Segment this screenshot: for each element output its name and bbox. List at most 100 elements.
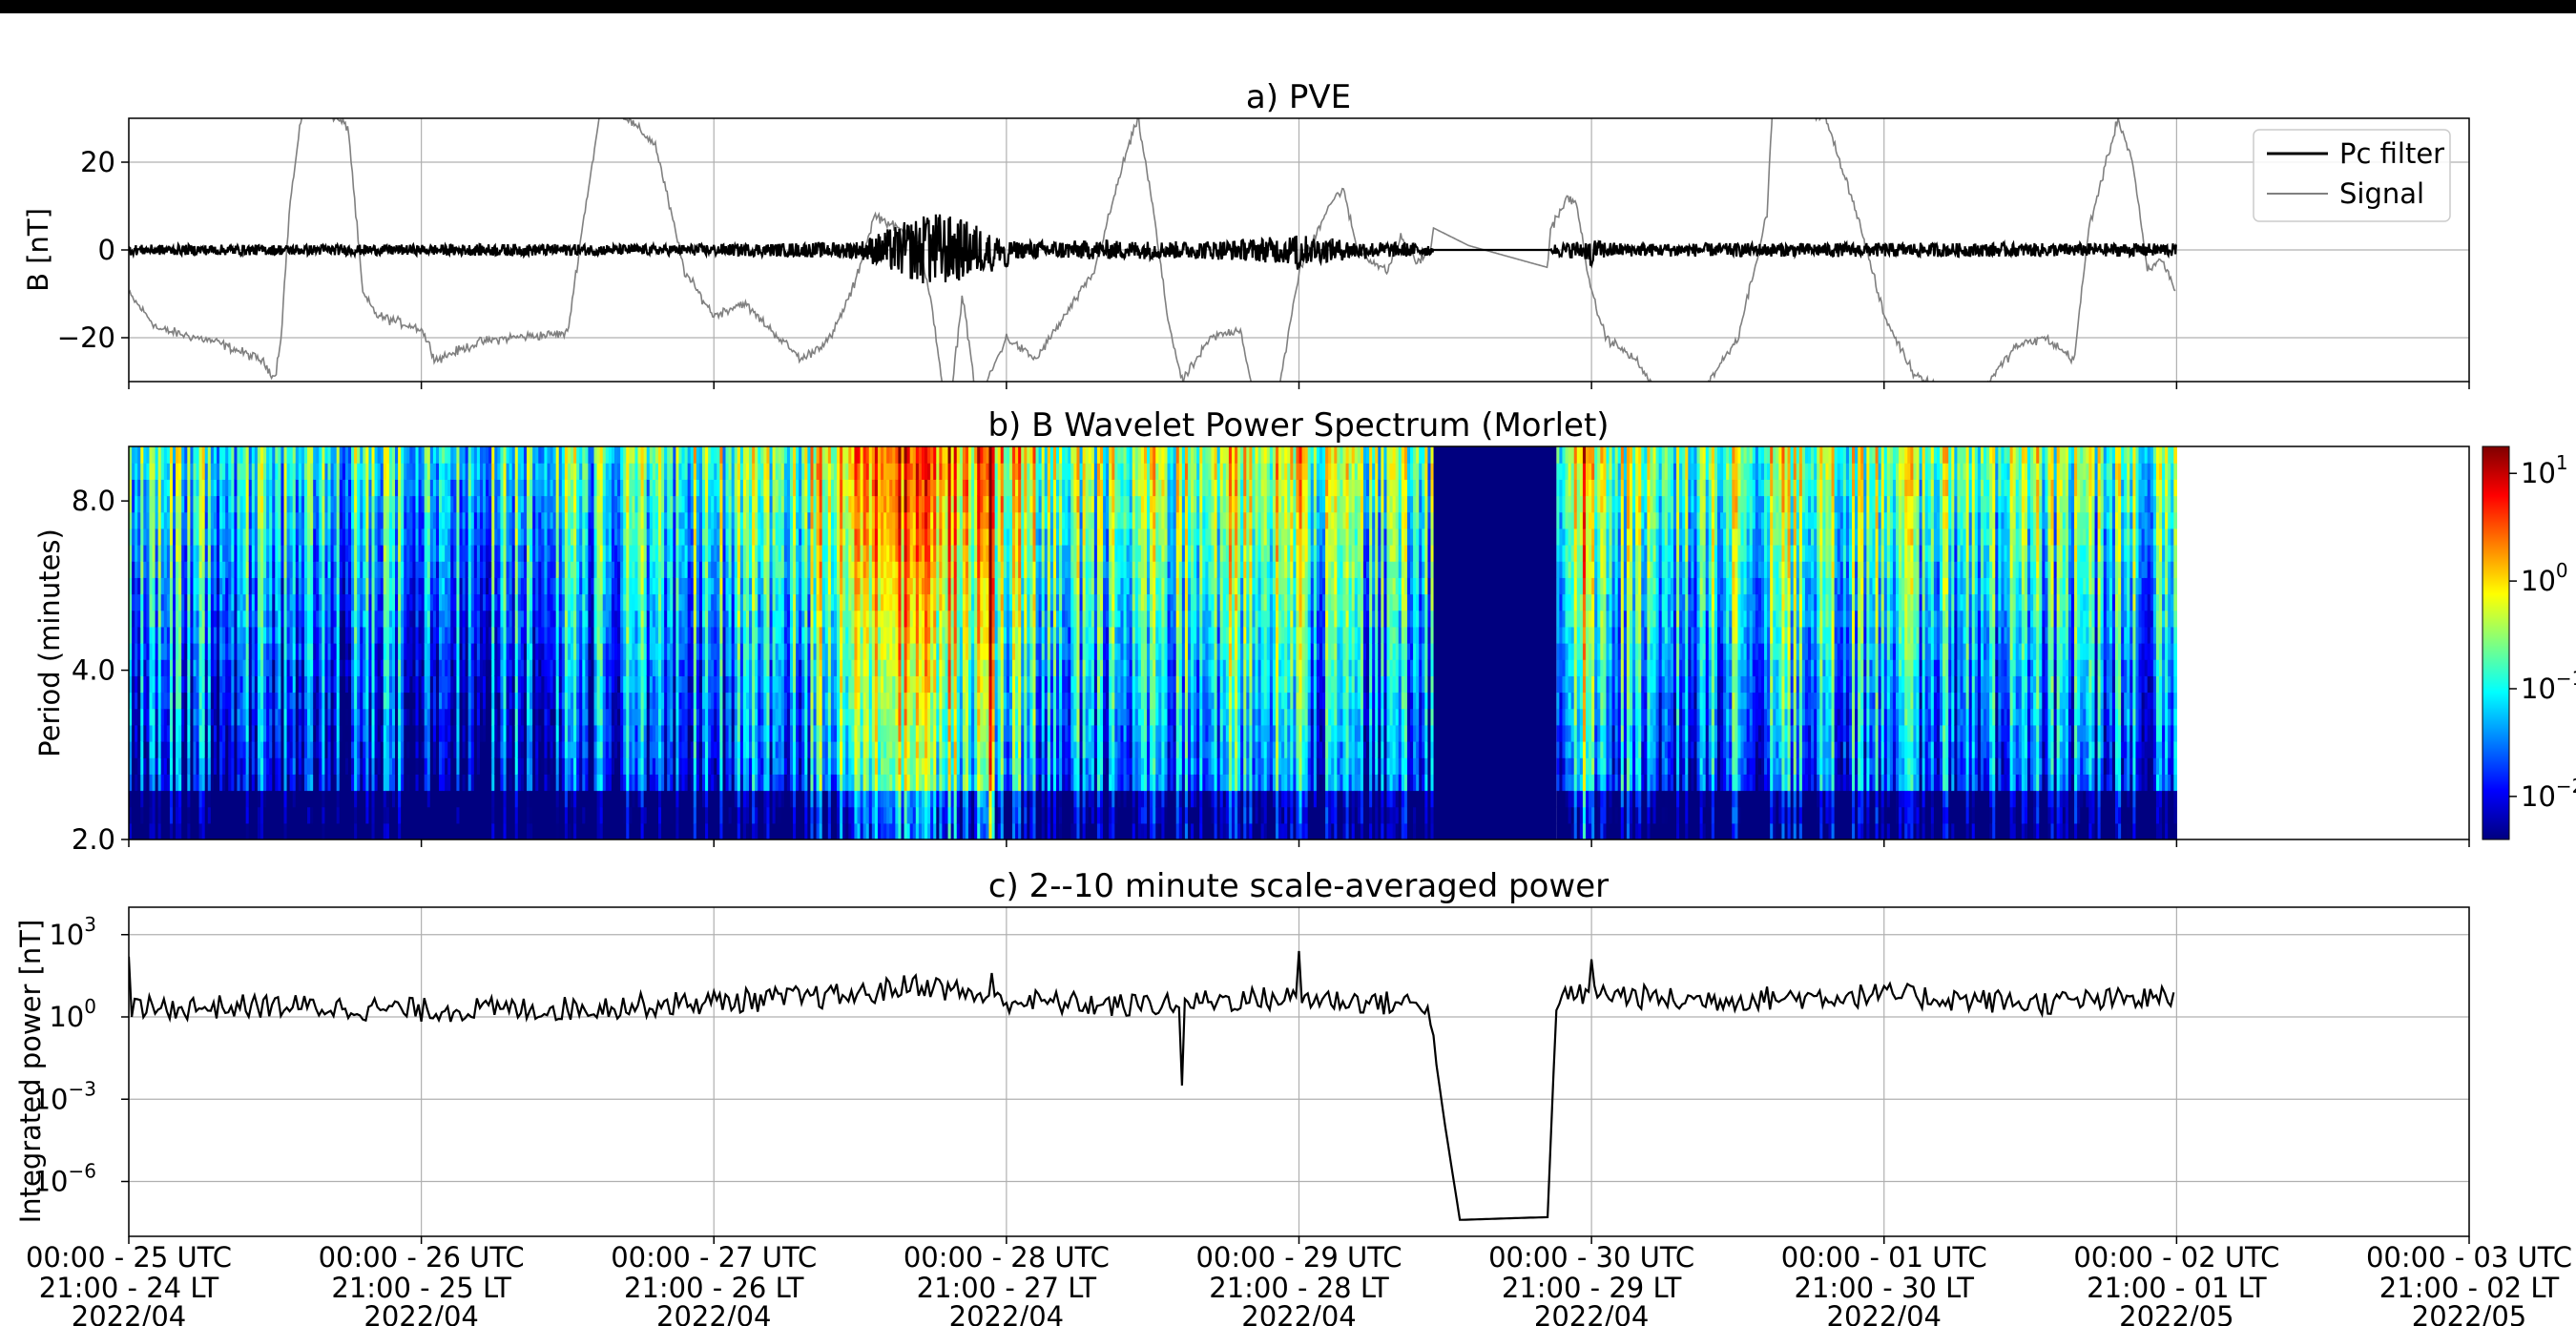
heatmap-cell [591, 822, 595, 839]
heatmap-cell [527, 822, 530, 839]
heatmap-cell [176, 822, 179, 839]
heatmap-cell [445, 757, 448, 775]
heatmap-cell [388, 495, 393, 513]
heatmap-cell [213, 528, 218, 546]
heatmap-cell [567, 790, 571, 808]
heatmap-cell [254, 561, 259, 578]
heatmap-cell [242, 577, 247, 595]
heatmap-cell [664, 479, 668, 497]
heatmap-cell [576, 692, 580, 710]
heatmap-cell [286, 577, 291, 595]
heatmap-cell [310, 463, 314, 480]
heatmap-cell [222, 446, 226, 464]
heatmap-cell [608, 643, 613, 660]
heatmap-cell [511, 724, 516, 742]
heatmap-cell [187, 479, 191, 497]
heatmap-cell [629, 822, 633, 839]
heatmap-cell [588, 545, 592, 562]
heatmap-cell [514, 675, 519, 694]
heatmap-cell [573, 463, 577, 480]
heatmap-cell [591, 675, 595, 694]
heatmap-cell [391, 822, 396, 839]
heatmap-cell [494, 692, 498, 710]
heatmap-cell [157, 610, 162, 628]
heatmap-cell [661, 675, 665, 694]
heatmap-cell [395, 822, 399, 839]
heatmap-cell [550, 790, 554, 808]
heatmap-cell [365, 528, 370, 546]
heatmap-cell [184, 495, 188, 513]
heatmap-cell [532, 593, 536, 611]
heatmap-cell [555, 593, 560, 611]
heatmap-cell [342, 659, 346, 676]
heatmap-cell [488, 774, 492, 792]
heatmap-cell [239, 561, 244, 578]
heatmap-cell [520, 675, 525, 694]
heatmap-cell [351, 479, 355, 497]
heatmap-cell [681, 790, 686, 808]
heatmap-cell [614, 545, 618, 562]
heatmap-cell [479, 806, 484, 824]
heatmap-cell [632, 708, 636, 726]
heatmap-cell [260, 643, 264, 660]
panel-a-ytick-label-0: 20 [80, 146, 115, 178]
heatmap-cell [160, 545, 165, 562]
heatmap-cell [395, 790, 399, 808]
heatmap-cell [670, 577, 674, 595]
heatmap-cell [385, 610, 390, 628]
heatmap-cell [310, 741, 314, 758]
heatmap-cell [494, 741, 498, 758]
heatmap-cell [602, 774, 607, 792]
heatmap-cell [351, 757, 355, 775]
heatmap-cell [190, 675, 195, 694]
heatmap-cell [667, 774, 671, 792]
heatmap-cell [684, 822, 689, 839]
heatmap-cell [547, 757, 551, 775]
heatmap-cell [204, 593, 209, 611]
heatmap-cell [544, 675, 549, 694]
heatmap-cell [187, 463, 191, 480]
heatmap-cell [614, 626, 618, 644]
heatmap-cell [530, 610, 533, 628]
heatmap-cell [520, 626, 525, 644]
heatmap-cell [280, 806, 285, 824]
heatmap-cell [561, 708, 566, 726]
heatmap-cell [391, 610, 396, 628]
heatmap-cell [520, 446, 525, 464]
heatmap-cell [649, 774, 654, 792]
heatmap-cell [530, 593, 533, 611]
heatmap-cell [571, 806, 574, 824]
heatmap-cell [187, 708, 191, 726]
heatmap-cell [401, 528, 405, 546]
heatmap-cell [152, 790, 156, 808]
heatmap-cell [617, 610, 621, 628]
heatmap-cell [503, 610, 508, 628]
heatmap-cell [561, 822, 566, 839]
heatmap-cell [198, 577, 203, 595]
heatmap-cell [620, 708, 624, 726]
heatmap-cell [129, 692, 133, 710]
heatmap-cell [488, 511, 492, 529]
heatmap-cell [216, 495, 220, 513]
heatmap-cell [251, 593, 256, 611]
heatmap-cell [623, 593, 627, 611]
heatmap-cell [564, 643, 569, 660]
heatmap-cell [251, 822, 256, 839]
heatmap-cell [248, 610, 253, 628]
heatmap-cell [500, 790, 505, 808]
heatmap-cell [649, 659, 654, 676]
heatmap-cell [196, 610, 200, 628]
heatmap-cell [421, 528, 426, 546]
heatmap-cell [555, 675, 560, 694]
heatmap-cell [354, 463, 358, 480]
heatmap-cell [404, 577, 407, 595]
heatmap-cell [344, 561, 349, 578]
heatmap-cell [357, 724, 361, 742]
heatmap-cell [363, 774, 366, 792]
heatmap-cell [544, 545, 549, 562]
heatmap-cell [160, 528, 165, 546]
heatmap-cell [547, 806, 551, 824]
heatmap-cell [459, 545, 464, 562]
heatmap-cell [667, 495, 671, 513]
